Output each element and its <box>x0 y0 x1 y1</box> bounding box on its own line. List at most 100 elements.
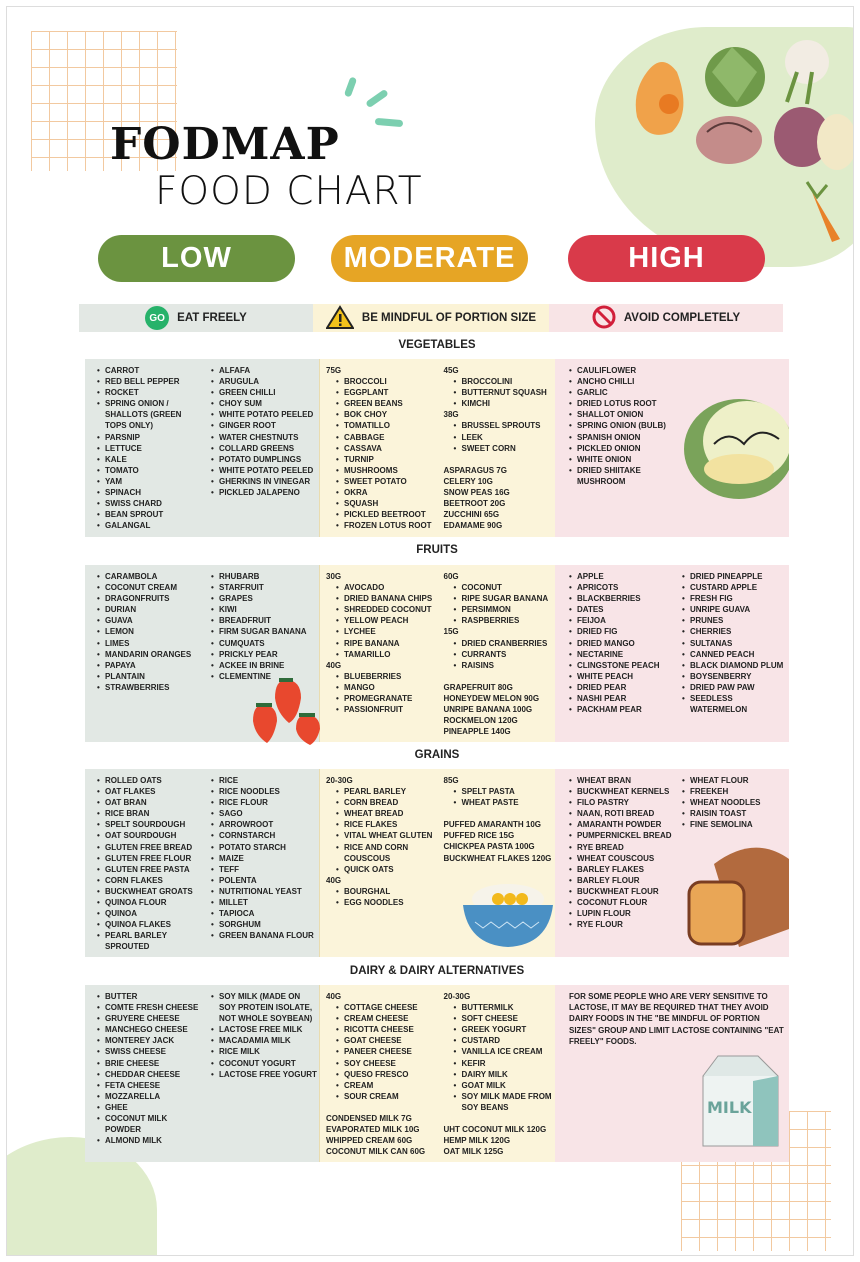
portion-item: PINEAPPLE 140G <box>443 727 511 737</box>
list-item: ALMOND MILK <box>97 1135 205 1146</box>
list-item: DRAGONFRUITS <box>97 593 205 604</box>
list-item: RICE <box>211 775 319 786</box>
portion-heading: 40G <box>326 875 342 885</box>
portion-item: ROCKMELON 120G <box>443 716 518 726</box>
poster: FODMAP FOOD CHART LOW MODERATE HIGH GO EAT F… <box>6 6 854 1256</box>
list-item: CHEDDAR CHEESE <box>97 1069 205 1080</box>
section-title: GRAINS <box>414 749 460 761</box>
item-column: 40GCOTTAGE CHEESECREAM CHEESERICOTTA CHE… <box>326 991 438 1162</box>
portion-item: OAT MILK 125G <box>443 1147 504 1157</box>
list-item: SPELT SOURDOUGH <box>97 819 205 830</box>
list-item: RED BELL PEPPER <box>97 376 205 387</box>
list-item: GHEE <box>97 1102 205 1113</box>
list-item: QUINOA FLOUR <box>97 897 205 908</box>
list-item: RIPE BANANA <box>326 638 438 649</box>
list-item: QUICK OATS <box>326 864 438 875</box>
list-item: BOK CHOY <box>326 409 438 420</box>
portion-item: ZUCCHINI 65G <box>443 510 500 520</box>
list-item: OAT SOURDOUGH <box>97 830 205 841</box>
list-item: CORN BREAD <box>326 797 438 808</box>
portion-item: COCONUT MILK CAN 60G <box>326 1147 426 1157</box>
list-item: RICE FLAKES <box>326 819 438 830</box>
decorative-dash <box>343 76 358 98</box>
portion-heading: 20-30G <box>443 992 471 1001</box>
section-high-cell: CAULIFLOWERANCHO CHILLIGARLICDRIED LOTUS… <box>555 359 794 537</box>
list-item: RYE BREAD <box>569 842 676 853</box>
item-column: ROLLED OATSOAT FLAKESOAT BRANRICE BRANSP… <box>97 775 205 957</box>
list-item: BOYSENBERRY <box>682 671 789 682</box>
list-item: RICE AND CORN COUSCOUS <box>326 842 438 864</box>
item-column: CARROTRED BELL PEPPERROCKETSPRING ONION … <box>97 365 205 537</box>
list-item: BUTTERNUT SQUASH <box>444 387 556 398</box>
portion-item: SNOW PEAS 16G <box>443 487 510 497</box>
list-item: SEEDLESS WATERMELON <box>682 693 789 715</box>
portion-item: ASPARAGUS 7G <box>443 465 507 475</box>
portion-item: UNRIPE BANANA 100G <box>443 705 533 715</box>
legend-0: GO EAT FREELY <box>79 304 313 332</box>
list-item: GREEN BEANS <box>326 398 438 409</box>
list-item: SAGO <box>211 808 319 819</box>
list-item: CREAM <box>326 1080 438 1091</box>
list-item: WHEAT BREAD <box>326 808 438 819</box>
list-item: CASSAVA <box>326 443 438 454</box>
list-item: EGG NOODLES <box>326 897 438 908</box>
list-item: DRIED PAW PAW <box>682 682 789 693</box>
item-column: WHEAT FLOURFREEKEHWHEAT NOODLESRAISIN TO… <box>682 775 789 957</box>
list-item: DRIED MANGO <box>569 638 676 649</box>
list-item: RICE MILK <box>211 1046 319 1057</box>
list-item: GREEN BANANA FLOUR <box>211 930 319 941</box>
portion-item: BUCKWHEAT FLAKES 120G <box>443 853 552 863</box>
list-item: CLEMENTINE <box>211 671 319 682</box>
list-item: RAISINS <box>444 660 556 671</box>
list-item: CUMQUATS <box>211 638 319 649</box>
list-item: ROLLED OATS <box>97 775 205 786</box>
list-item: VITAL WHEAT GLUTEN <box>326 830 438 841</box>
list-item: NAAN, ROTI BREAD <box>569 808 676 819</box>
level-pill-high: HIGH <box>568 235 765 282</box>
list-item: SWEET POTATO <box>326 476 438 487</box>
list-item: TOMATO <box>97 465 205 476</box>
list-item: SHALLOT ONION <box>569 409 685 420</box>
section-high-cell: FOR SOME PEOPLE WHO ARE VERY SENSITIVE T… <box>555 985 789 1162</box>
item-column: CAULIFLOWERANCHO CHILLIGARLICDRIED LOTUS… <box>569 365 685 537</box>
list-item: DRIED PEAR <box>569 682 676 693</box>
portion-heading: 45G <box>443 366 459 375</box>
list-item: WHITE ONION <box>569 454 685 465</box>
list-item: DRIED PINEAPPLE <box>682 571 789 582</box>
list-item: ANCHO CHILLI <box>569 376 685 387</box>
item-column: 60GCOCONUTRIPE SUGAR BANANAPERSIMMONRASP… <box>444 571 556 742</box>
decorative-dash <box>374 117 404 128</box>
bread-icon <box>684 844 789 952</box>
portion-item: HONEYDEW MELON 90G <box>443 693 540 703</box>
list-item: TOMATILLO <box>326 420 438 431</box>
item-column: RHUBARBSTARFRUITGRAPESKIWIBREADFRUITFIRM… <box>211 571 319 742</box>
list-item: WHEAT NOODLES <box>682 797 789 808</box>
list-item: DURIAN <box>97 604 205 615</box>
list-item: SPANISH ONION <box>569 432 685 443</box>
list-item: BLACKBERRIES <box>569 593 676 604</box>
list-item: COMTE FRESH CHEESE <box>97 1002 205 1013</box>
list-item: COCONUT FLOUR <box>569 897 676 908</box>
list-item: ALFAFA <box>211 365 319 376</box>
list-item: APRICOTS <box>569 582 676 593</box>
list-item: SOUR CREAM <box>326 1091 438 1102</box>
list-item: PICKLED BEETROOT <box>326 509 438 520</box>
list-item: OKRA <box>326 487 438 498</box>
portion-item: HEMP MILK 120G <box>443 1136 511 1146</box>
list-item: PICKLED JALAPENO <box>211 487 319 498</box>
portion-item: CHICKPEA PASTA 100G <box>443 842 535 852</box>
list-item: TURNIP <box>326 454 438 465</box>
list-item: SULTANAS <box>682 638 789 649</box>
list-item: DRIED LOTUS ROOT <box>569 398 685 409</box>
portion-item: GRAPEFRUIT 80G <box>443 682 513 692</box>
list-item: APPLE <box>569 571 676 582</box>
list-item: BRUSSEL SPROUTS <box>444 420 556 431</box>
list-item: PASSIONFRUIT <box>326 704 438 715</box>
list-item: KEFIR <box>444 1058 556 1069</box>
list-item: LACTOSE FREE MILK <box>211 1024 319 1035</box>
list-item: PRUNES <box>682 615 789 626</box>
list-item: MONTEREY JACK <box>97 1035 205 1046</box>
item-column: 20-30GPEARL BARLEYCORN BREADWHEAT BREADR… <box>326 775 438 957</box>
list-item: VANILLA ICE CREAM <box>444 1046 556 1057</box>
list-item: BROCCOLI <box>326 376 438 387</box>
